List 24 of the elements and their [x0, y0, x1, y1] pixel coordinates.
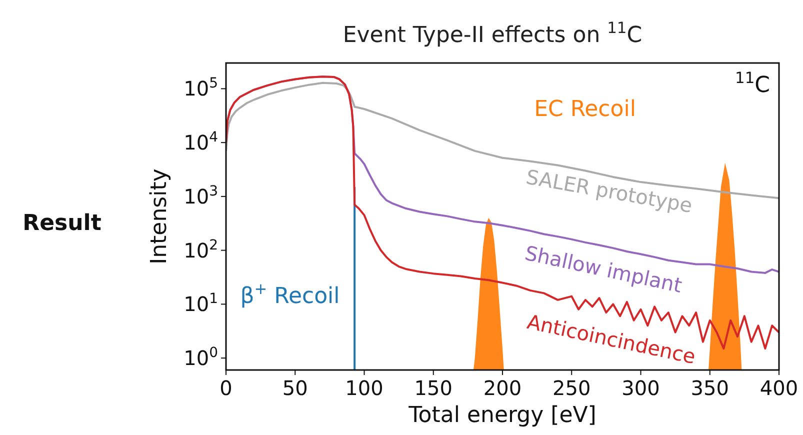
x-tick-label: 300 — [622, 376, 660, 400]
x-tick-label: 0 — [220, 376, 232, 400]
text: Shallow implant — [522, 240, 684, 298]
text: Result — [22, 211, 102, 236]
y-tick-label: 10$^{3}$ — [184, 183, 218, 208]
y-axis-title: Intensity — [147, 168, 172, 264]
x-tick-label: 50 — [282, 376, 308, 400]
y-tick-label: 10$^{1}$ — [184, 291, 218, 316]
x-tick-label: 250 — [552, 376, 591, 400]
y-tick-label: 10$^{2}$ — [184, 237, 218, 262]
x-tick-label: 350 — [690, 376, 729, 400]
y-tick-label: 10$^{5}$ — [184, 76, 218, 101]
text: EC Recoil — [534, 97, 636, 122]
x-tick-label: 200 — [483, 376, 522, 400]
x-tick-label: 100 — [345, 376, 384, 400]
chart-title: Event Type-II effects on $^{11}$C — [342, 19, 642, 48]
series-label: β$^{+}$ Recoil — [240, 280, 340, 309]
y-tick-label: 10$^{4}$ — [184, 130, 218, 155]
x-tick-label: 150 — [414, 376, 452, 400]
x-tick-label: 400 — [760, 376, 798, 400]
x-axis-title: Total energy [eV] — [408, 403, 596, 428]
y-tick-label: 10$^{0}$ — [184, 345, 218, 370]
text: SALER prototype — [524, 164, 694, 218]
annotation: $^{11}$C — [735, 69, 770, 98]
